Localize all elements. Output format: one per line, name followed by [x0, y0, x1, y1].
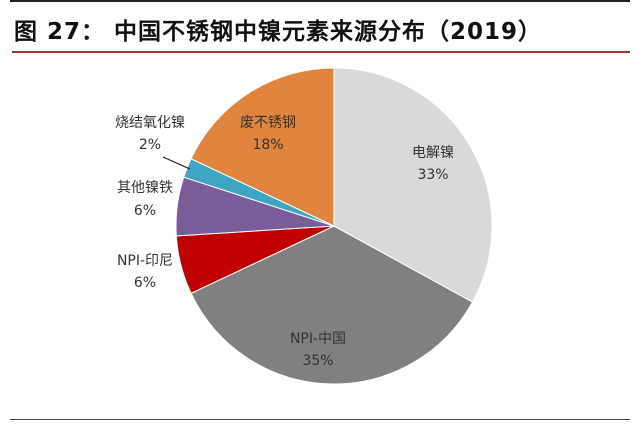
slice-value-label: 6%: [134, 203, 156, 219]
slice-value-label: 18%: [252, 137, 283, 153]
leader-line: [162, 156, 191, 170]
bottom-rule: [10, 419, 630, 420]
slice-value-label: 2%: [139, 137, 161, 153]
slice-value-label: 35%: [302, 353, 333, 369]
title-underline: [12, 51, 630, 53]
slice-name-label: 电解镍: [412, 145, 454, 161]
slice-name-label: NPI-中国: [290, 331, 346, 347]
pie-slice-5: [190, 67, 335, 227]
top-rule: [10, 0, 630, 2]
slice-name-label: NPI-印尼: [117, 253, 173, 269]
slice-value-label: 33%: [417, 167, 448, 183]
slice-value-label: 6%: [134, 275, 156, 291]
chart-title: 图 27： 中国不锈钢中镍元素来源分布（2019）: [14, 19, 543, 45]
pie-slice-1: [190, 225, 474, 385]
slice-name-label: 其他镍铁: [117, 180, 173, 196]
slice-name-label: 废不锈钢: [240, 115, 296, 131]
pie-slice-0: [333, 67, 493, 303]
slice-name-label: 烧结氧化镍: [115, 115, 185, 131]
